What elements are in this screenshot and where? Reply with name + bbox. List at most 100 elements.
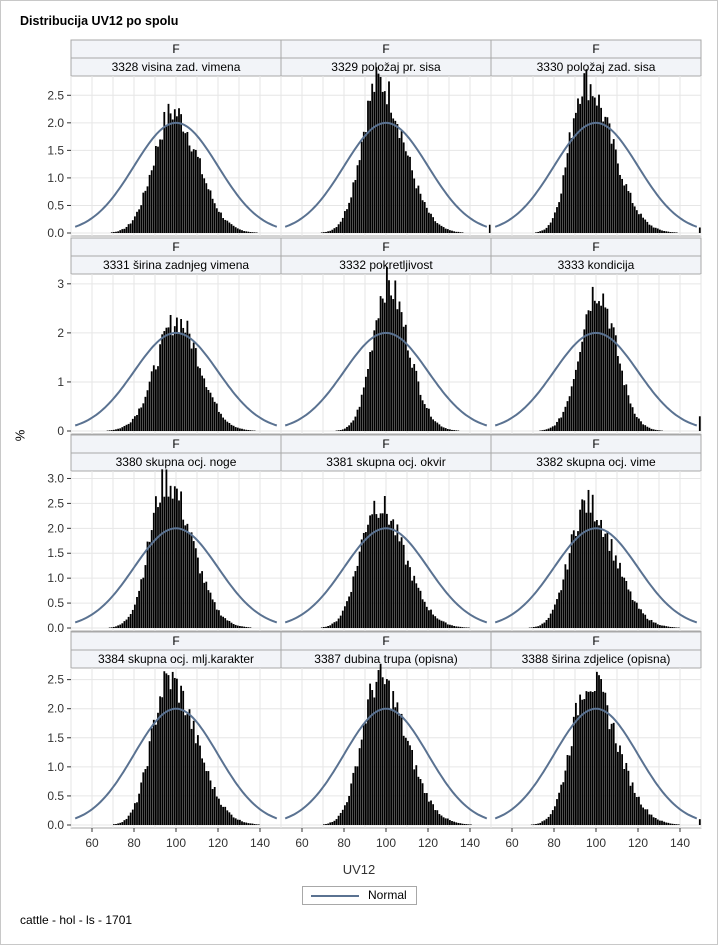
histogram-bar	[430, 800, 432, 825]
panel-trait-label: 3329 položaj pr. sisa	[331, 60, 441, 74]
histogram-bar	[656, 624, 659, 628]
histogram-bar	[659, 430, 661, 431]
histogram-bar	[218, 211, 220, 233]
histogram-bar	[587, 100, 590, 233]
histogram-bar	[167, 103, 170, 233]
histogram-bar	[194, 743, 197, 825]
histogram-bar	[677, 824, 680, 825]
histogram-bar	[585, 691, 588, 825]
histogram-bar	[182, 131, 185, 233]
histogram-bar	[459, 626, 462, 628]
histogram-bar	[698, 819, 701, 825]
histogram-bar	[207, 189, 210, 233]
histogram-bar	[661, 820, 663, 825]
histogram-bar	[436, 223, 439, 233]
panel-sex-label: F	[172, 240, 179, 254]
histogram-bar	[375, 681, 378, 825]
y-tick-label: 1.5	[47, 143, 64, 157]
panel-sex-label: F	[382, 437, 389, 451]
histogram-bar	[606, 117, 609, 233]
histogram-bar	[398, 715, 401, 825]
histogram-bar	[621, 370, 623, 431]
histogram-bar	[652, 817, 655, 825]
histogram-bar	[169, 314, 172, 431]
histogram-bar	[148, 381, 151, 431]
histogram-bar	[123, 228, 126, 233]
histogram-bar	[581, 699, 584, 825]
histogram-bar	[556, 799, 558, 825]
histogram-bar	[333, 622, 336, 628]
histogram-bar	[234, 427, 237, 431]
histogram-bar	[232, 425, 235, 431]
histogram-bar	[629, 403, 632, 431]
histogram-bar	[551, 810, 554, 825]
histogram-bar	[201, 174, 203, 233]
histogram-bar	[117, 231, 119, 233]
histogram-bar	[608, 550, 611, 628]
histogram-bar	[612, 560, 615, 628]
histogram-bar	[627, 770, 630, 825]
histogram-bar	[442, 227, 445, 233]
histogram-bar	[131, 418, 134, 431]
histogram-bar	[564, 167, 567, 233]
histogram-bar	[604, 116, 607, 233]
histogram-bar	[411, 367, 413, 431]
histogram-bar	[541, 821, 544, 825]
histogram-bar	[190, 532, 193, 628]
histogram-bar	[173, 486, 176, 628]
histogram-bar	[449, 624, 451, 628]
histogram-bar	[432, 217, 434, 233]
histogram-bar	[220, 212, 222, 233]
histogram-bar	[358, 551, 361, 628]
histogram-bar	[129, 812, 132, 825]
histogram-bar	[205, 183, 208, 233]
histogram-bar	[547, 617, 550, 628]
histogram-bar	[222, 616, 224, 628]
x-tick-label: 80	[337, 836, 351, 850]
histogram-bar	[199, 745, 201, 825]
histogram-bar	[176, 116, 178, 233]
histogram-bar	[358, 160, 361, 233]
histogram-bar	[155, 146, 157, 233]
histogram-bar	[407, 350, 409, 431]
histogram-bar	[218, 798, 220, 825]
histogram-bar	[650, 814, 653, 825]
histogram-bar	[171, 671, 174, 825]
histogram-bar	[413, 178, 416, 233]
histogram-bar	[577, 531, 579, 628]
histogram-bar	[409, 745, 411, 825]
histogram-bar	[419, 590, 422, 628]
histogram-bar	[176, 317, 178, 431]
histogram-bar	[331, 821, 334, 825]
histogram-bar	[121, 427, 124, 431]
histogram-bar	[665, 822, 668, 825]
histogram-bar	[213, 602, 216, 628]
normal-curve	[494, 331, 698, 427]
x-tick-label: 60	[85, 836, 99, 850]
histogram-bar	[556, 599, 558, 628]
normal-curve	[284, 331, 488, 427]
panel-trait-label: 3388 širina zdjelice (opisna)	[522, 652, 671, 666]
histogram-bar	[205, 387, 208, 431]
histogram-bar	[209, 780, 212, 825]
histogram-bar	[215, 609, 218, 628]
histogram-bar	[352, 772, 355, 825]
histogram-bar	[621, 576, 623, 628]
histogram-bar	[560, 417, 563, 431]
histogram-bar	[194, 149, 197, 233]
histogram-bar	[117, 428, 119, 431]
histogram-bar	[159, 502, 161, 628]
histogram-bar	[640, 421, 642, 431]
histogram-bar	[568, 755, 571, 825]
histogram-bar	[241, 821, 243, 825]
histogram-bar	[638, 608, 640, 628]
histogram-bar	[673, 824, 676, 825]
histogram-bar	[629, 591, 632, 628]
histogram-bar	[241, 626, 243, 628]
histogram-bar	[146, 541, 149, 628]
histogram-bar	[585, 69, 588, 233]
histogram-bar	[575, 369, 577, 431]
histogram-bar	[257, 824, 260, 825]
histogram-bar	[415, 583, 418, 628]
